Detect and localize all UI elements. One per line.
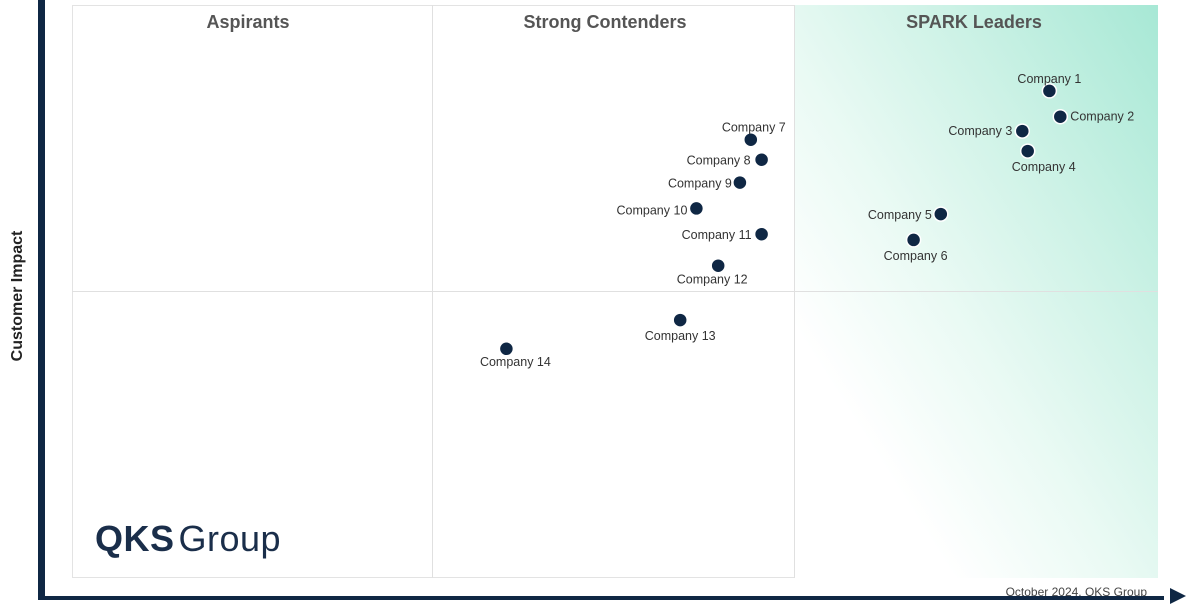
data-point-label-7: Company 7 bbox=[722, 121, 786, 135]
data-point-9 bbox=[732, 174, 748, 191]
data-point-13 bbox=[672, 312, 688, 328]
data-point-label-5: Company 5 bbox=[868, 208, 932, 222]
data-point-6 bbox=[905, 232, 922, 248]
data-point-4 bbox=[1019, 143, 1036, 159]
x-axis-arrow-icon bbox=[1170, 588, 1186, 604]
data-point-label-6: Company 6 bbox=[884, 249, 948, 263]
data-point-10 bbox=[688, 200, 705, 217]
data-point-label-12: Company 12 bbox=[677, 273, 748, 287]
logo-text-group: Group bbox=[178, 518, 282, 559]
quadrant-title-strong-contenders: Strong Contenders bbox=[523, 12, 687, 32]
data-point-3 bbox=[1014, 123, 1031, 139]
data-point-5 bbox=[933, 206, 949, 222]
data-point-label-14: Company 14 bbox=[480, 355, 551, 369]
y-axis-line bbox=[38, 0, 45, 600]
data-point-label-8: Company 8 bbox=[687, 154, 751, 168]
footer-date-source: October 2024, QKS Group bbox=[1005, 585, 1147, 599]
quadrant-title-spark-leaders: SPARK Leaders bbox=[906, 12, 1042, 32]
qks-group-logo: QKS Group bbox=[95, 518, 281, 560]
data-point-1 bbox=[1041, 83, 1058, 99]
data-point-12 bbox=[710, 257, 726, 274]
x-axis-line bbox=[44, 596, 1164, 600]
quadrant-title-aspirants: Aspirants bbox=[206, 12, 290, 32]
data-point-11 bbox=[753, 226, 770, 242]
data-point-label-1: Company 1 bbox=[1017, 72, 1081, 86]
data-point-7 bbox=[743, 131, 759, 148]
data-point-label-10: Company 10 bbox=[617, 203, 688, 217]
data-point-label-9: Company 9 bbox=[668, 177, 732, 191]
logo-text-qks: QKS bbox=[95, 518, 175, 559]
data-point-label-3: Company 3 bbox=[948, 124, 1012, 138]
data-point-label-13: Company 13 bbox=[645, 329, 716, 343]
data-point-14 bbox=[498, 341, 515, 357]
data-point-label-2: Company 2 bbox=[1070, 110, 1134, 124]
data-point-8 bbox=[753, 151, 770, 168]
data-point-label-11: Company 11 bbox=[682, 228, 752, 242]
data-point-label-4: Company 4 bbox=[1012, 160, 1076, 174]
quadrant-divider-horizontal bbox=[72, 291, 1158, 292]
data-point-2 bbox=[1052, 108, 1069, 125]
